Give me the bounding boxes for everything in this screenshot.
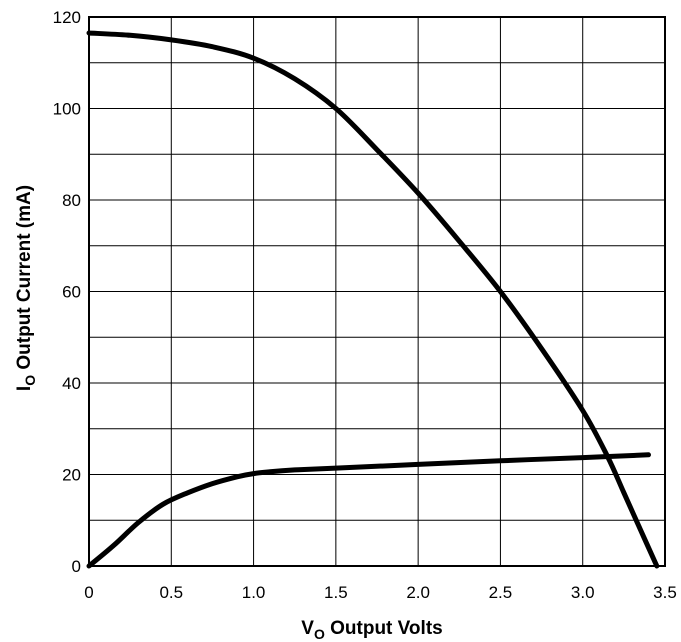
x-tick-label: 3.0 — [571, 583, 595, 602]
plot-frame — [88, 16, 666, 567]
x-tick-label: 1.0 — [242, 583, 266, 602]
y-tick-label: 20 — [62, 466, 81, 485]
x-axis-title-main: V — [301, 618, 314, 639]
y-tick-label: 0 — [72, 557, 81, 576]
y-tick-label: 120 — [53, 8, 81, 27]
y-tick-label: 100 — [53, 100, 81, 119]
x-axis-title: VO Output Volts — [301, 618, 442, 642]
x-axis-title-subscript: O — [314, 626, 325, 642]
grid — [89, 17, 665, 566]
y-axis-title: IO Output Current (mA) — [14, 185, 38, 391]
y-tick-label: 60 — [62, 283, 81, 302]
series-group — [86, 30, 660, 569]
y-axis-title-subscript: O — [22, 375, 38, 386]
series-line-2 — [86, 452, 651, 569]
x-tick-label: 2.0 — [406, 583, 430, 602]
x-tick-label: 0 — [84, 583, 93, 602]
y-tick-labels: 0 20 40 60 80 100 120 — [53, 8, 81, 576]
x-tick-label: 2.5 — [489, 583, 513, 602]
y-tick-label: 40 — [62, 374, 81, 393]
x-tick-labels: 0 0.5 1.0 1.5 2.0 2.5 3.0 3.5 — [84, 583, 677, 602]
x-tick-label: 0.5 — [159, 583, 183, 602]
series-line-1 — [86, 30, 660, 569]
x-tick-label: 1.5 — [324, 583, 348, 602]
y-axis-title-rest: Output Current (mA) — [14, 185, 35, 375]
y-axis-title-main: I — [14, 386, 35, 391]
x-tick-label: 3.5 — [653, 583, 677, 602]
y-tick-label: 80 — [62, 191, 81, 210]
x-axis-title-rest: Output Volts — [325, 618, 443, 639]
